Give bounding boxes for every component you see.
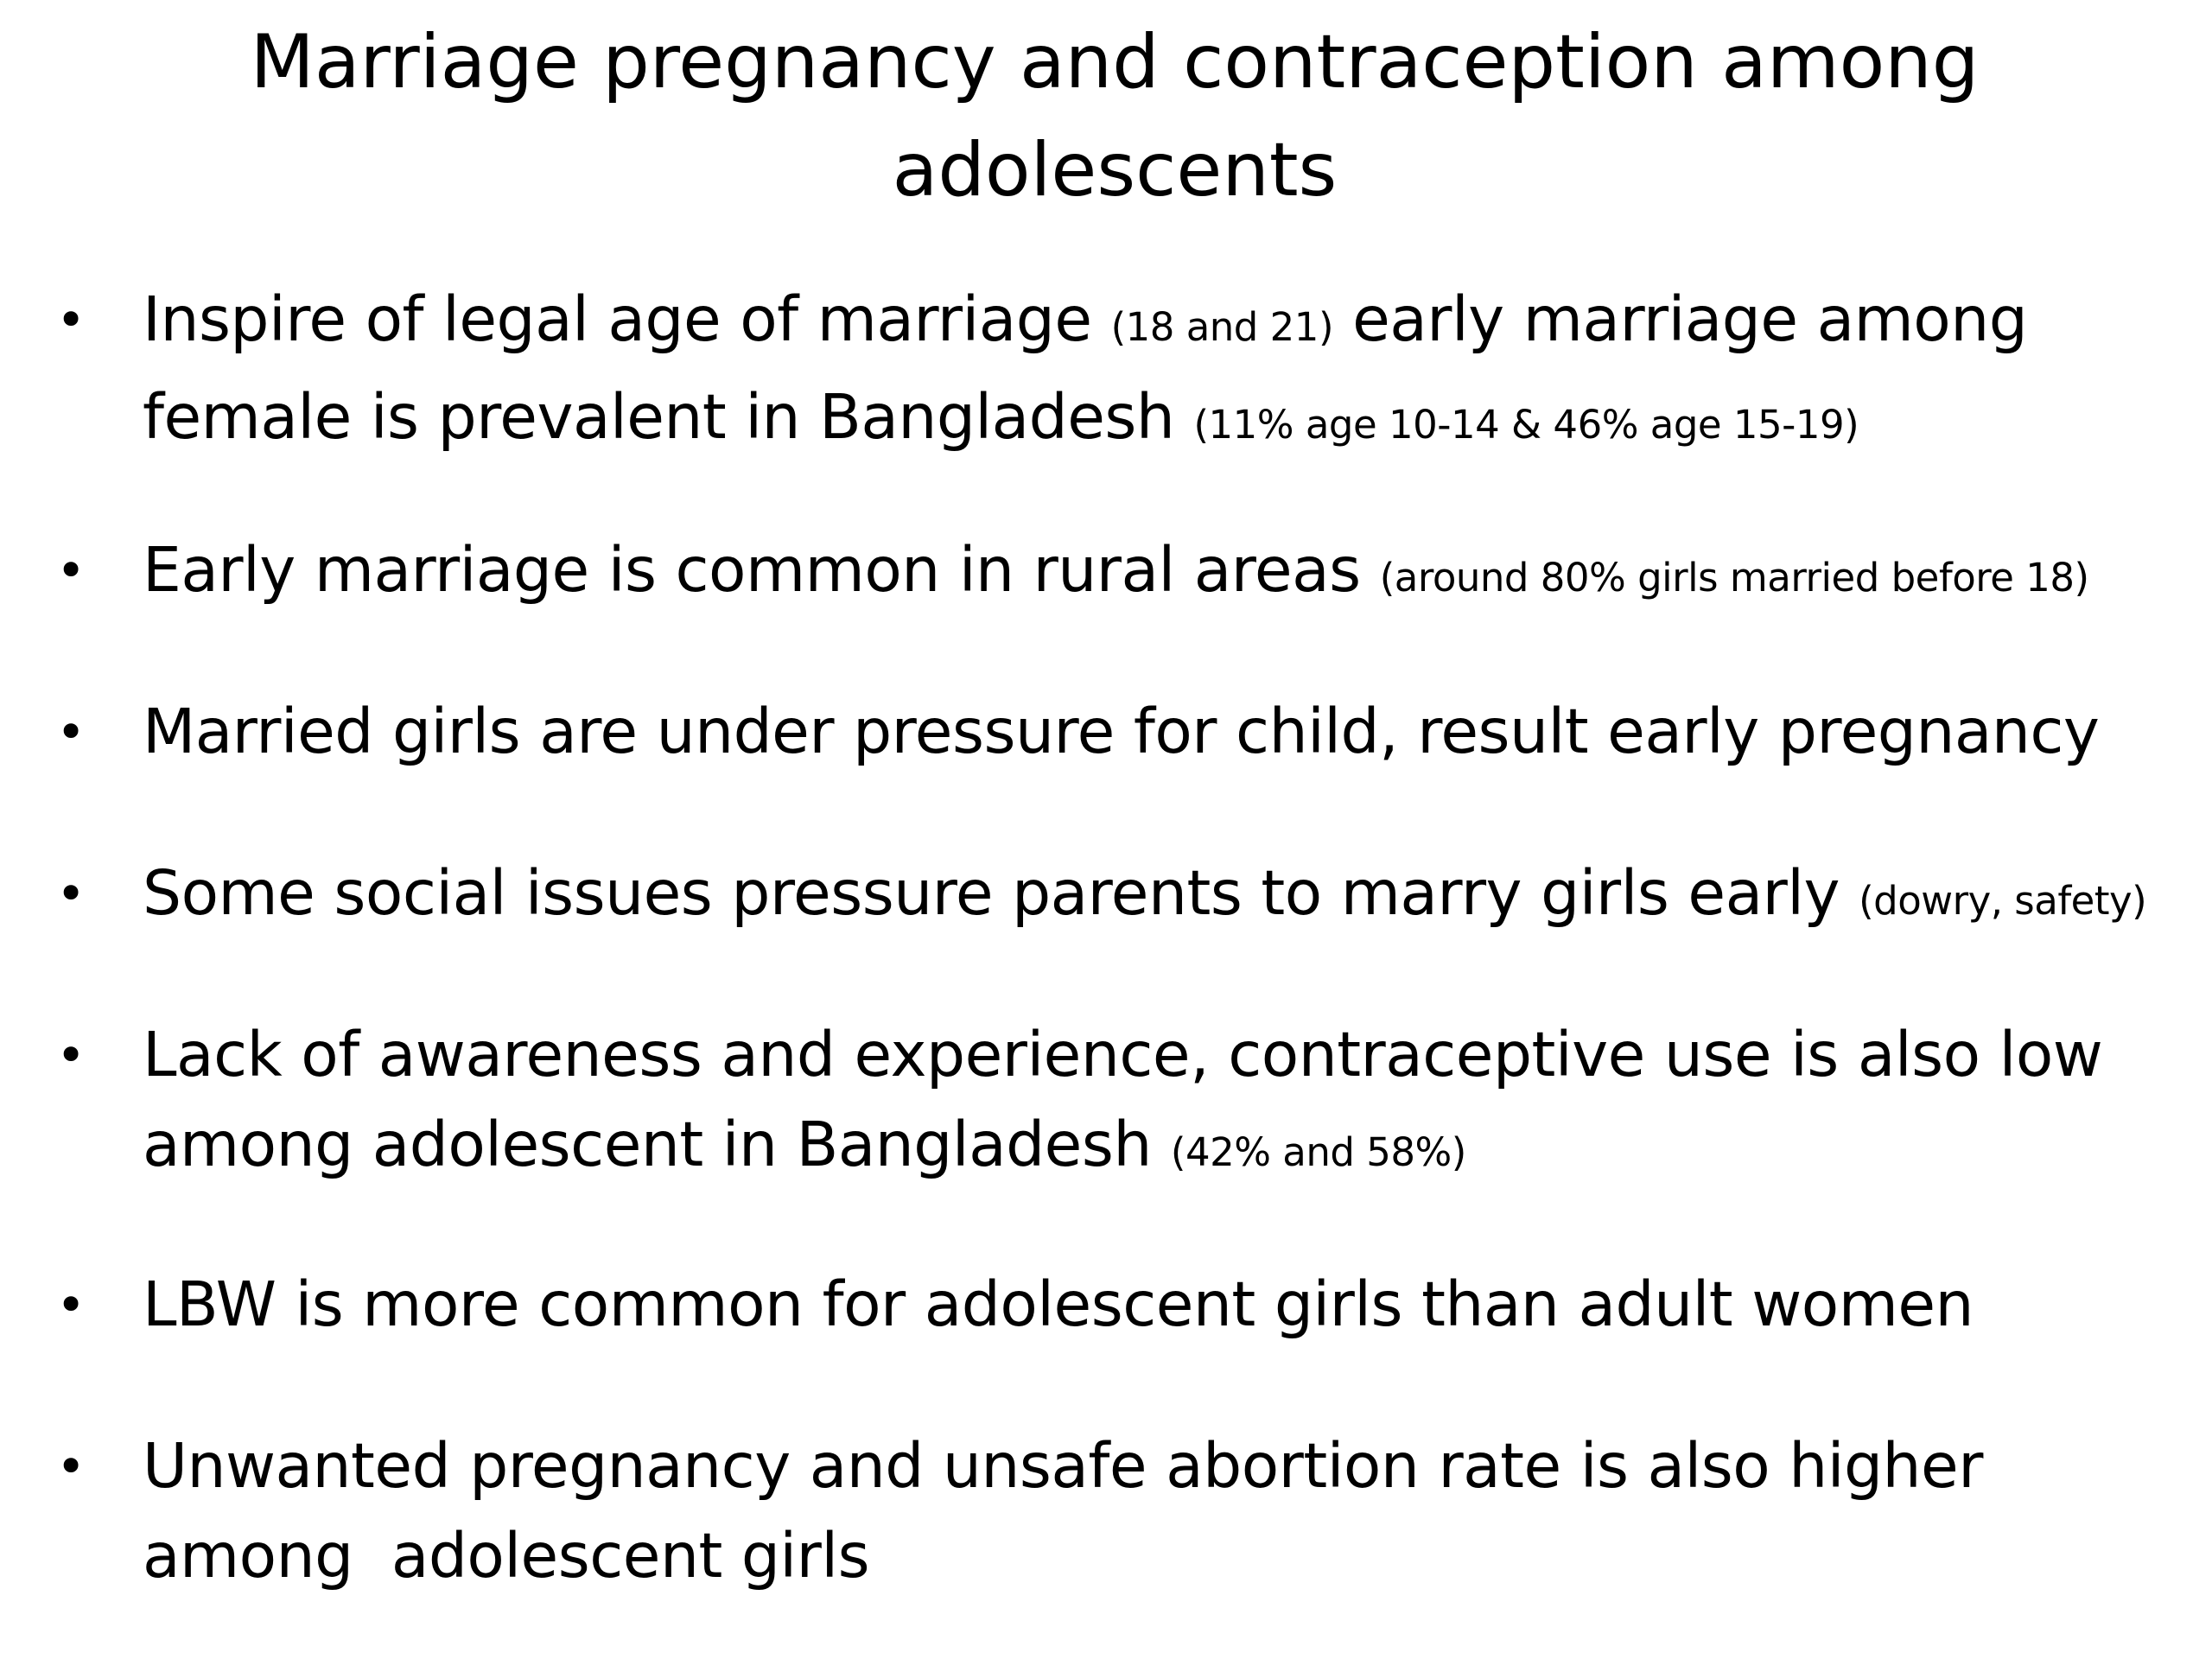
bullet-main-text: Lack of awareness and experience, contra…	[143, 1019, 2103, 1180]
bullet-note: (18 and 21)	[1110, 304, 1334, 350]
bullet-note: (42% and 58%)	[1170, 1129, 1466, 1175]
bullet-main-text: LBW is more common for adolescent girls …	[143, 1268, 1974, 1340]
bullet-note: (dowry, safety)	[1859, 878, 2147, 924]
bullet-icon: •	[56, 541, 86, 600]
bullet-text: Lack of awareness and experience, contra…	[143, 1010, 2164, 1198]
bullet-text: Inspire of legal age of marriage (18 and…	[143, 275, 2164, 470]
bullet-icon: •	[56, 864, 86, 923]
bullet-icon: •	[56, 702, 86, 761]
bullet-note: (around 80% girls married before 18)	[1379, 555, 2089, 601]
bullet-main-text: Some social issues pressure parents to m…	[143, 857, 1840, 929]
bullet-text: Married girls are under pressure for chi…	[143, 687, 2164, 777]
bullet-icon: •	[56, 1026, 86, 1084]
bullet-icon: •	[56, 1437, 86, 1496]
bullet-text: Unwanted pregnancy and unsafe abortion r…	[143, 1421, 2044, 1601]
bullet-note: (11% age 10-14 & 46% age 15-19)	[1193, 402, 1859, 448]
bullet-main-text: Early marriage is common in rural areas	[143, 534, 1361, 606]
bullet-text: Some social issues pressure parents to m…	[143, 849, 2164, 946]
bullet-text: LBW is more common for adolescent girls …	[143, 1260, 2164, 1350]
bullet-main-text: Married girls are under pressure for chi…	[143, 696, 2100, 767]
bullet-main-text: Unwanted pregnancy and unsafe abortion r…	[143, 1430, 2002, 1592]
bullet-main-text: Inspire of legal age of marriage	[143, 283, 1092, 355]
bullet-icon: •	[56, 290, 86, 349]
slide-title: Marriage pregnancy and contraception amo…	[250, 19, 1980, 213]
bullet-icon: •	[56, 1275, 86, 1334]
bullet-main-text: early marriage among female is prevalent…	[143, 283, 2028, 453]
bullet-text: Early marriage is common in rural areas …	[143, 525, 2164, 623]
